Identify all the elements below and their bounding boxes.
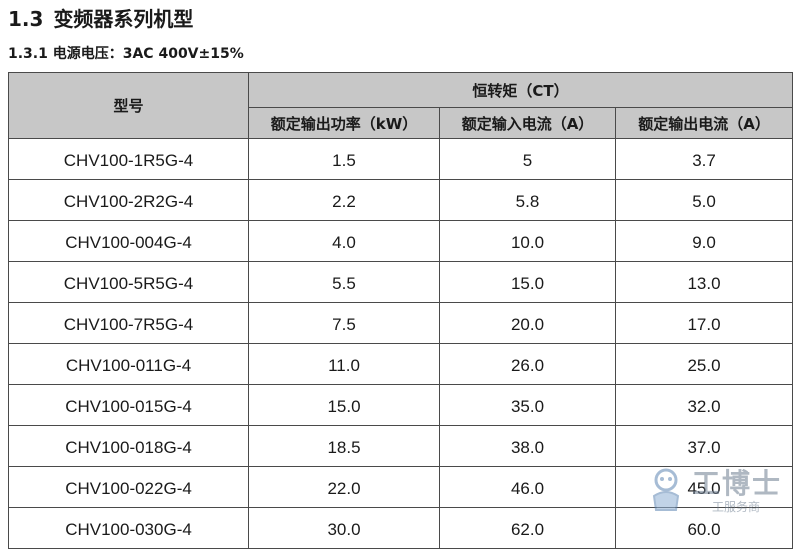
input-current-cell: 38.0 <box>439 425 616 467</box>
model-cell: CHV100-2R2G-4 <box>8 179 249 221</box>
table-row: CHV100-015G-4 15.0 35.0 32.0 <box>8 384 794 426</box>
table-row: CHV100-7R5G-4 7.5 20.0 17.0 <box>8 302 794 344</box>
input-current-cell: 62.0 <box>439 507 616 549</box>
section-title-text: 变频器系列机型 <box>53 7 194 31</box>
watermark-text: 工博士 <box>692 467 783 500</box>
power-cell: 22.0 <box>248 466 440 508</box>
model-cell: CHV100-5R5G-4 <box>8 261 249 303</box>
model-column-header: 型号 <box>8 72 249 139</box>
watermark-subtext: 工服务商 <box>712 500 761 514</box>
table-row: CHV100-5R5G-4 5.5 15.0 13.0 <box>8 261 794 303</box>
model-cell: CHV100-022G-4 <box>8 466 249 508</box>
rated-output-power-header: 额定输出功率（kW） <box>248 107 440 139</box>
model-cell: CHV100-015G-4 <box>8 384 249 426</box>
model-cell: CHV100-018G-4 <box>8 425 249 467</box>
table-row: CHV100-2R2G-4 2.2 5.8 5.0 <box>8 179 794 221</box>
power-cell: 11.0 <box>248 343 440 385</box>
power-cell: 1.5 <box>248 138 440 180</box>
model-cell: CHV100-1R5G-4 <box>8 138 249 180</box>
mascot-icon <box>652 468 680 511</box>
input-current-cell: 5.8 <box>439 179 616 221</box>
input-current-cell: 10.0 <box>439 220 616 262</box>
output-current-cell: 32.0 <box>614 384 794 426</box>
model-cell: CHV100-004G-4 <box>8 220 249 262</box>
section-number: 1.3 <box>8 7 44 31</box>
input-current-cell: 15.0 <box>439 261 616 303</box>
power-cell: 5.5 <box>248 261 440 303</box>
model-cell: CHV100-030G-4 <box>8 507 249 549</box>
input-current-cell: 5 <box>439 138 616 180</box>
output-current-cell: 5.0 <box>614 179 794 221</box>
rated-input-current-header: 额定输入电流（A） <box>439 107 616 139</box>
rated-output-current-header: 额定输出电流（A） <box>614 107 794 139</box>
model-cell: CHV100-7R5G-4 <box>8 302 249 344</box>
output-current-cell: 25.0 <box>614 343 794 385</box>
power-cell: 30.0 <box>248 507 440 549</box>
power-cell: 15.0 <box>248 384 440 426</box>
section-title: 1.3 变频器系列机型 <box>8 6 193 32</box>
table-row: CHV100-1R5G-4 1.5 5 3.7 <box>8 138 794 180</box>
input-current-cell: 35.0 <box>439 384 616 426</box>
subsection-title: 1.3.1 电源电压：3AC 400V±15% <box>8 46 244 62</box>
input-current-cell: 26.0 <box>439 343 616 385</box>
watermark: 工博士 工服务商 <box>646 460 796 522</box>
output-current-cell: 3.7 <box>614 138 794 180</box>
power-cell: 4.0 <box>248 220 440 262</box>
table-row: CHV100-011G-4 11.0 26.0 25.0 <box>8 343 794 385</box>
input-current-cell: 20.0 <box>439 302 616 344</box>
output-current-cell: 37.0 <box>614 425 794 467</box>
table-row: CHV100-004G-4 4.0 10.0 9.0 <box>8 220 794 262</box>
output-current-cell: 13.0 <box>614 261 794 303</box>
input-current-cell: 46.0 <box>439 466 616 508</box>
power-cell: 2.2 <box>248 179 440 221</box>
model-cell: CHV100-011G-4 <box>8 343 249 385</box>
table-row: CHV100-022G-4 22.0 46.0 45.0 <box>8 466 794 508</box>
ct-group-header: 恒转矩（CT） <box>247 72 794 108</box>
output-current-cell: 9.0 <box>614 220 794 262</box>
power-cell: 18.5 <box>248 425 440 467</box>
output-current-cell: 45.0 <box>614 466 794 508</box>
power-cell: 7.5 <box>248 302 440 344</box>
output-current-cell: 17.0 <box>614 302 794 344</box>
